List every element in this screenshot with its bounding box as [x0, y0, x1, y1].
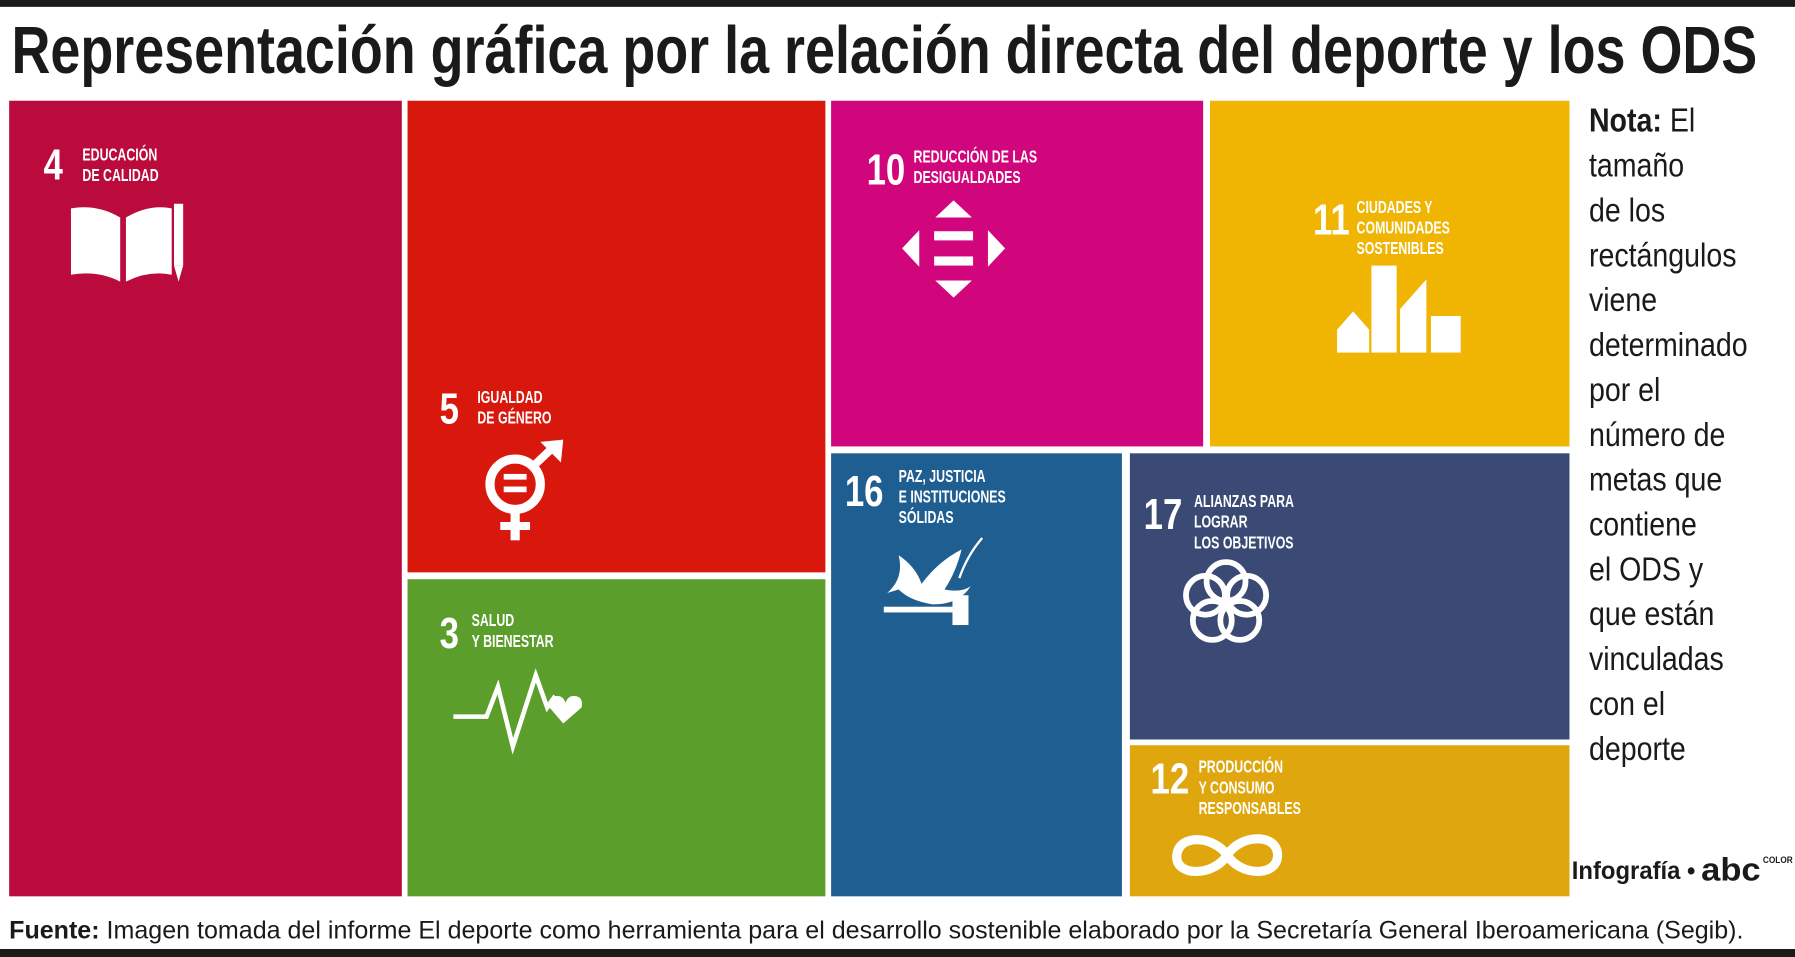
icon-health — [453, 668, 582, 755]
tile-label: ALIANZAS PARA — [1194, 492, 1294, 512]
note-line: vinculadas — [1589, 640, 1724, 678]
tile-label: E INSTITUCIONES — [899, 488, 1006, 508]
tile-number: 11 — [1313, 196, 1350, 245]
bottom-bar — [0, 948, 1795, 957]
logo: abc — [1701, 851, 1761, 887]
tile-label: DE GÉNERO — [477, 409, 551, 429]
note-line: de los — [1589, 191, 1665, 229]
logo-sub: COLOR — [1763, 855, 1793, 865]
source-label: Fuente: — [9, 917, 99, 945]
tile-label: PAZ, JUSTICIA — [899, 467, 986, 487]
tile-label: COMUNIDADES — [1357, 219, 1450, 239]
source-text: Imagen tomada del informe El deporte com… — [107, 917, 1744, 945]
tile — [831, 100, 1204, 447]
tile-label: Y CONSUMO — [1199, 778, 1275, 798]
tile-label: SÓLIDAS — [899, 507, 954, 528]
note-line: determinado — [1589, 326, 1748, 364]
note-line: el ODS y — [1589, 550, 1704, 588]
tile-label: Y BIENESTAR — [472, 632, 554, 652]
note-label: Nota: — [1589, 102, 1662, 140]
tile-number: 10 — [867, 146, 906, 195]
tile — [1129, 453, 1570, 740]
note-line: deporte — [1589, 730, 1686, 768]
note-line: con el — [1589, 685, 1665, 723]
tile-label: LOGRAR — [1194, 513, 1248, 533]
icon-gender — [485, 439, 564, 541]
tile — [407, 100, 826, 573]
title: Representación gráfica por la relación d… — [11, 14, 1757, 88]
icons — [70, 200, 1461, 876]
tile — [407, 579, 826, 897]
note-line: rectángulos — [1589, 236, 1737, 274]
tile — [9, 100, 402, 897]
icon-book — [70, 203, 184, 282]
tile — [831, 453, 1122, 897]
credit: Infografía • — [1572, 857, 1696, 885]
icon-partnership — [1183, 559, 1269, 643]
tile-label: DESIGUALDADES — [914, 168, 1021, 188]
tile-label: EDUCACIÓN — [82, 144, 157, 165]
top-bar — [0, 0, 1795, 7]
icon-peace — [883, 537, 984, 626]
tile-number: 16 — [845, 467, 884, 516]
icon-inequality — [902, 200, 1006, 298]
tile-label: DE CALIDAD — [82, 166, 158, 186]
note-line: Nota: El — [1589, 102, 1695, 140]
note-line: por el — [1589, 371, 1660, 409]
note-line: metas que — [1589, 461, 1722, 499]
note-line: que están — [1589, 595, 1714, 633]
note-line: contiene — [1589, 505, 1697, 543]
icon-city — [1337, 265, 1461, 353]
source: Fuente: Imagen tomada del informe El dep… — [9, 917, 1743, 945]
tile-number: 4 — [44, 141, 63, 190]
tile-number: 12 — [1150, 755, 1189, 804]
tile-label: REDUCCIÓN DE LAS — [914, 146, 1038, 167]
tile-label: CIUDADES Y — [1357, 198, 1433, 218]
tile-label: IGUALDAD — [477, 388, 542, 408]
tile-label: SALUD — [472, 611, 515, 631]
note: Nota: El tamaño de los rectángulos viene dete… — [1589, 102, 1748, 768]
note-line: viene — [1589, 281, 1657, 319]
icon-consumption — [1172, 834, 1283, 876]
tile-number: 17 — [1144, 490, 1183, 539]
tile-label: SOSTENIBLES — [1357, 239, 1444, 259]
tile-number: 3 — [440, 609, 459, 658]
note-text: El — [1670, 102, 1695, 140]
note-line: número de — [1589, 416, 1725, 454]
tile-label: PRODUCCIÓN — [1199, 757, 1283, 778]
tile-number: 5 — [440, 385, 459, 434]
tile-label: RESPONSABLES — [1199, 799, 1301, 819]
tile-label: LOS OBJETIVOS — [1194, 533, 1294, 553]
note-line: tamaño — [1589, 146, 1684, 184]
